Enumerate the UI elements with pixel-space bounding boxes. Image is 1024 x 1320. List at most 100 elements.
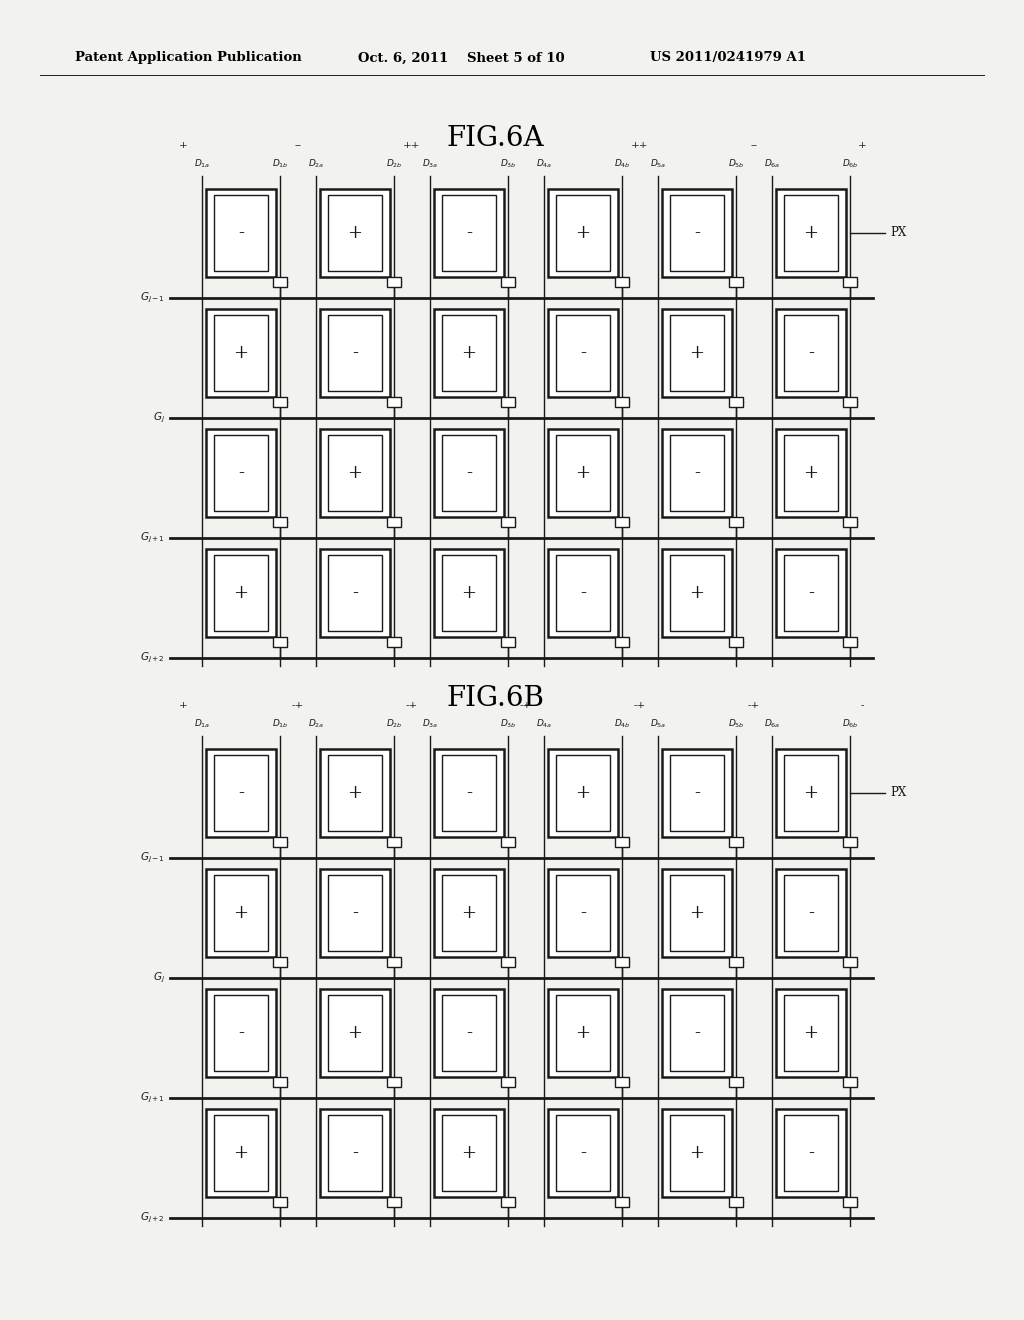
Bar — [273, 837, 287, 847]
Text: $G_{j-1}$: $G_{j-1}$ — [140, 290, 165, 305]
Text: -+: -+ — [292, 701, 304, 710]
Text: US 2011/0241979 A1: US 2011/0241979 A1 — [650, 51, 806, 65]
Text: -+: -+ — [406, 701, 418, 710]
Text: $D_{4a}$: $D_{4a}$ — [536, 158, 552, 170]
Bar — [548, 549, 618, 638]
Text: +: + — [347, 784, 362, 803]
Bar — [319, 429, 390, 517]
Bar — [615, 397, 629, 407]
Text: PX: PX — [890, 787, 906, 800]
Bar — [843, 638, 857, 647]
Bar — [387, 957, 401, 968]
Text: $G_{j+2}$: $G_{j+2}$ — [140, 1210, 165, 1225]
Bar — [784, 755, 838, 832]
Bar — [662, 989, 732, 1077]
Text: $D_{1b}$: $D_{1b}$ — [271, 718, 289, 730]
Text: -: - — [580, 1144, 586, 1162]
Bar — [501, 837, 515, 847]
Bar — [548, 189, 618, 277]
Bar — [662, 549, 732, 638]
Text: +: + — [347, 465, 362, 482]
Bar — [729, 1197, 743, 1206]
Bar — [273, 957, 287, 968]
Bar — [328, 1115, 382, 1191]
Bar — [556, 436, 610, 511]
Text: $G_{j-1}$: $G_{j-1}$ — [140, 851, 165, 865]
Bar — [501, 1077, 515, 1086]
Text: $D_{5a}$: $D_{5a}$ — [650, 718, 667, 730]
Bar — [776, 309, 846, 397]
Text: +: + — [233, 904, 249, 921]
Bar — [501, 1197, 515, 1206]
Text: +: + — [575, 224, 591, 242]
Bar — [548, 309, 618, 397]
Text: -: - — [860, 701, 864, 710]
Text: $G_j$: $G_j$ — [153, 970, 165, 985]
Bar — [843, 1077, 857, 1086]
Bar — [206, 1109, 276, 1197]
Bar — [328, 315, 382, 391]
Text: $G_j$: $G_j$ — [153, 411, 165, 425]
Text: -+: -+ — [634, 701, 646, 710]
Bar — [548, 989, 618, 1077]
Bar — [214, 875, 268, 950]
Bar — [556, 1115, 610, 1191]
Text: +: + — [178, 141, 187, 150]
Text: -: - — [808, 583, 814, 602]
Bar — [662, 748, 732, 837]
Text: +: + — [462, 345, 476, 362]
Bar — [442, 875, 496, 950]
Bar — [615, 957, 629, 968]
Text: -: - — [694, 465, 700, 482]
Bar — [387, 1077, 401, 1086]
Bar — [434, 1109, 504, 1197]
Bar — [501, 638, 515, 647]
Text: +: + — [689, 904, 705, 921]
Text: -+: -+ — [748, 701, 760, 710]
Text: -: - — [580, 904, 586, 921]
Bar — [501, 397, 515, 407]
Text: $D_{5b}$: $D_{5b}$ — [728, 718, 744, 730]
Text: +: + — [462, 904, 476, 921]
Text: +: + — [575, 1024, 591, 1041]
Text: -: - — [352, 583, 358, 602]
Text: -: - — [808, 904, 814, 921]
Text: ++: ++ — [631, 141, 649, 150]
Bar — [662, 189, 732, 277]
Bar — [214, 315, 268, 391]
Bar — [434, 429, 504, 517]
Bar — [843, 957, 857, 968]
Bar — [442, 554, 496, 631]
Text: $D_{6b}$: $D_{6b}$ — [842, 158, 858, 170]
Bar — [670, 995, 724, 1071]
Bar — [319, 549, 390, 638]
Bar — [273, 1197, 287, 1206]
Bar — [214, 995, 268, 1071]
Text: +: + — [233, 345, 249, 362]
Text: -: - — [352, 1144, 358, 1162]
Bar — [434, 748, 504, 837]
Bar — [206, 309, 276, 397]
Bar — [729, 517, 743, 527]
Bar — [615, 837, 629, 847]
Bar — [662, 309, 732, 397]
Bar — [729, 837, 743, 847]
Bar — [776, 1109, 846, 1197]
Bar — [548, 429, 618, 517]
Bar — [319, 189, 390, 277]
Bar — [273, 517, 287, 527]
Text: +: + — [804, 224, 818, 242]
Bar — [273, 397, 287, 407]
Bar — [319, 1109, 390, 1197]
Bar — [784, 554, 838, 631]
Bar — [662, 429, 732, 517]
Text: +: + — [689, 583, 705, 602]
Bar — [442, 1115, 496, 1191]
Bar — [843, 1197, 857, 1206]
Bar — [328, 436, 382, 511]
Bar — [387, 638, 401, 647]
Text: +: + — [233, 583, 249, 602]
Bar — [501, 957, 515, 968]
Text: Sheet 5 of 10: Sheet 5 of 10 — [467, 51, 564, 65]
Text: --: -- — [295, 141, 301, 150]
